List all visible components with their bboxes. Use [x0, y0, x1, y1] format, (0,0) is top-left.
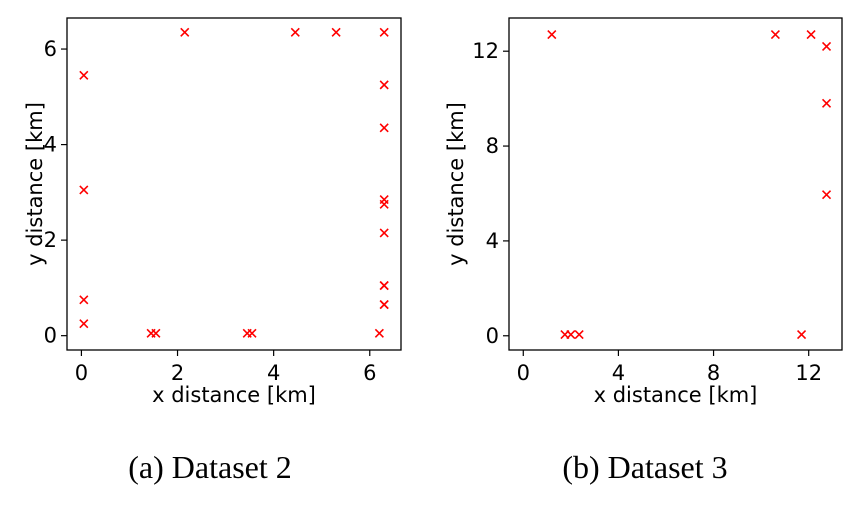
data-point-marker	[247, 328, 257, 338]
data-point-marker	[379, 27, 389, 37]
x-tick-label: 2	[171, 361, 184, 385]
data-point-marker	[151, 328, 161, 338]
y-tick-label: 0	[44, 324, 57, 348]
panel-caption: (a) Dataset 2	[128, 449, 291, 485]
x-tick-label: 6	[363, 361, 376, 385]
y-tick-label: 2	[44, 228, 57, 252]
plot-frame	[508, 17, 843, 351]
scatter-panel-dataset-2: 0 2 4 6 0 2 4 6 x distance [km] y distance [km]…	[23, 17, 402, 485]
data-point-marker	[79, 185, 89, 195]
data-point-marker	[374, 328, 384, 338]
data-point-marker	[821, 98, 832, 108]
x-tick-label: 0	[75, 361, 88, 385]
data-point-marker	[574, 330, 584, 340]
axis-ticks: 0 4 8 12 0 4 8 12	[472, 39, 822, 385]
scatter-points	[547, 30, 832, 340]
y-tick-label: 8	[486, 134, 499, 158]
data-point-marker	[379, 280, 389, 291]
data-point-marker	[379, 123, 389, 133]
plot-frame	[66, 17, 402, 351]
y-axis-label: y distance [km]	[23, 102, 47, 266]
x-tick-label: 0	[517, 361, 530, 385]
data-point-marker	[79, 319, 89, 329]
data-point-marker	[379, 80, 389, 90]
y-tick-label: 4	[486, 229, 499, 253]
data-point-marker	[547, 30, 557, 40]
x-tick-label: 4	[612, 361, 625, 385]
data-point-marker	[821, 190, 832, 200]
data-point-marker	[796, 330, 807, 340]
data-point-marker	[331, 27, 341, 37]
data-point-marker	[290, 27, 300, 37]
data-point-marker	[379, 194, 389, 205]
data-point-marker	[79, 70, 89, 80]
y-tick-label: 4	[44, 133, 57, 157]
data-point-marker	[770, 30, 780, 40]
axis-ticks: 0 2 4 6 0 2 4 6	[44, 37, 377, 385]
y-tick-label: 12	[472, 39, 499, 63]
y-axis-label: y distance [km]	[444, 102, 468, 266]
data-point-marker	[379, 300, 389, 310]
scatter-points	[79, 27, 389, 338]
y-tick-label: 6	[44, 37, 57, 61]
data-point-marker	[821, 41, 832, 52]
data-point-marker	[180, 27, 190, 37]
x-tick-label: 12	[795, 361, 822, 385]
y-tick-label: 0	[486, 324, 499, 348]
x-axis-label: x distance [km]	[594, 383, 758, 407]
scatter-panel-dataset-3: 0 4 8 12 0 4 8 12 x distance [km] y distance [k…	[444, 17, 843, 485]
x-tick-label: 4	[267, 361, 280, 385]
data-point-marker	[379, 228, 389, 238]
data-point-marker	[566, 330, 576, 340]
panel-caption: (b) Dataset 3	[562, 449, 727, 485]
data-point-marker	[806, 30, 816, 40]
x-tick-label: 8	[707, 361, 720, 385]
x-axis-label: x distance [km]	[152, 383, 316, 407]
data-point-marker	[79, 295, 89, 305]
